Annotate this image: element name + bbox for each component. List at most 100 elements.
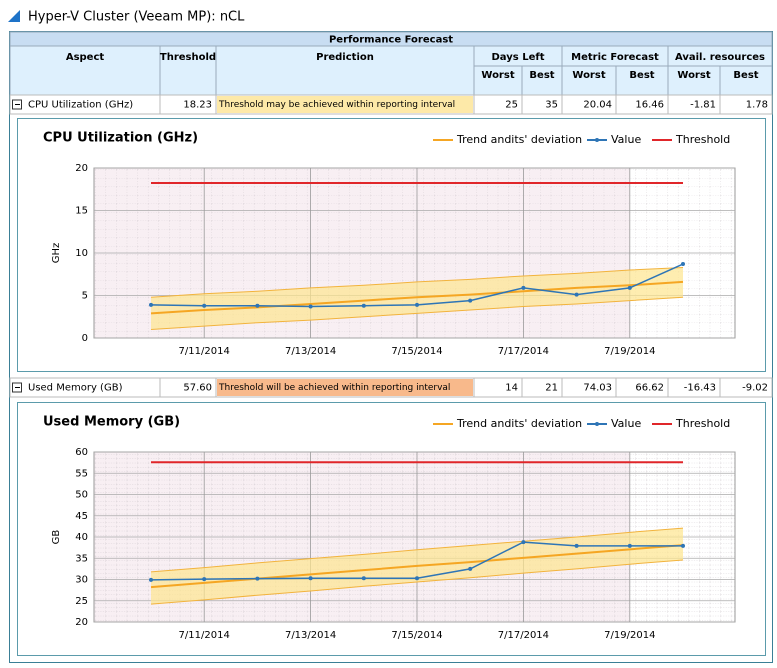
trend-line [150,544,684,589]
cell-value: 21 [545,383,558,394]
group-header: Metric Forecast [571,52,659,63]
prediction-bg [217,379,473,396]
threshold: 18.23 [183,100,212,111]
sub-header: Best [733,70,758,81]
value-point [681,262,685,267]
value-point [255,303,260,308]
value-point [468,298,473,303]
legend-label: Trend andits' deviation [456,417,582,430]
y-tick-label: 60 [75,447,88,458]
value-point [308,304,313,309]
aspect: CPU Utilization (GHz) [28,100,133,111]
page-title: Hyper-V Cluster (Veeam MP): nCL [28,10,245,25]
cell-value: -9.02 [742,383,768,394]
y-tick-label: 0 [82,333,88,344]
cell-value: 1.78 [746,100,768,111]
cell-value: 35 [545,100,558,111]
trend-line [150,280,684,315]
prediction: Threshold will be achieved within report… [218,383,450,393]
y-tick-label: 50 [75,490,88,501]
x-tick-label: 7/17/2014 [498,346,549,357]
y-tick-label: 25 [75,596,88,607]
value-point [468,566,473,571]
y-tick-label: 35 [75,553,88,564]
legend-swatch-dot [595,138,599,142]
chart-title: CPU Utilization (GHz) [43,131,198,146]
prediction-bg [217,96,473,113]
cell-value: 25 [505,100,518,111]
legend-label: Threshold [675,417,730,430]
x-tick-label: 7/19/2014 [604,630,655,641]
y-axis-label: GB [51,530,62,545]
y-tick-label: 55 [75,468,88,479]
value-point [681,543,685,548]
cell-value: -16.43 [684,383,716,394]
y-tick-label: 20 [75,617,88,628]
sub-header: Best [629,70,654,81]
value-point [202,577,207,582]
x-tick-label: 7/15/2014 [391,346,442,357]
value-point [149,577,153,582]
sub-header: Worst [572,70,605,81]
x-tick-label: 7/11/2014 [179,630,230,641]
column-header: Aspect [66,52,105,63]
value-point [574,292,579,297]
y-axis-label: GHz [51,243,62,264]
cell-value: 74.03 [583,383,612,394]
value-point [627,285,632,290]
value-point [202,303,207,308]
y-tick-label: 10 [75,248,88,259]
deviation-upper [150,266,684,298]
value-point [415,302,419,307]
sub-header: Best [529,70,554,81]
table-title: Performance Forecast [329,35,453,46]
threshold: 57.60 [183,383,212,394]
y-tick-label: 5 [82,291,88,302]
value-point [361,576,366,581]
cell-value: -1.81 [690,100,716,111]
cell-value: 14 [505,383,518,394]
y-tick-label: 30 [75,575,88,586]
cell-value: 16.46 [635,100,664,111]
deviation-lower [150,296,684,330]
sub-header: Worst [481,70,514,81]
value-point [574,543,579,548]
y-tick-label: 40 [75,532,88,543]
x-tick-label: 7/19/2014 [604,346,655,357]
y-tick-label: 15 [75,206,88,217]
x-tick-label: 7/13/2014 [285,346,336,357]
column-header: Threshold [160,52,216,63]
cell-value: 66.62 [635,383,664,394]
legend-label: Value [611,417,641,430]
value-point [627,543,632,548]
value-point [149,302,153,307]
value-point [521,285,526,290]
deviation-lower [150,559,684,605]
sub-header: Worst [677,70,710,81]
aspect: Used Memory (GB) [28,383,123,394]
value-point [361,303,366,308]
value-point [255,576,260,581]
chart-title: Used Memory (GB) [43,415,180,430]
x-tick-label: 7/17/2014 [498,630,549,641]
cell-value: 20.04 [583,100,612,111]
column-header: Prediction [316,52,374,63]
group-header: Days Left [492,52,545,63]
legend-label: Trend andits' deviation [456,133,582,146]
legend-label: Threshold [675,133,730,146]
prediction: Threshold may be achieved within reporti… [218,100,455,110]
x-tick-label: 7/13/2014 [285,630,336,641]
x-tick-label: 7/11/2014 [179,346,230,357]
y-tick-label: 45 [75,511,88,522]
group-header: Avail. resources [675,52,765,63]
deviation-band [151,267,683,330]
legend-swatch-dot [595,422,599,426]
header-bg [9,45,773,96]
y-tick-label: 20 [75,163,88,174]
x-tick-label: 7/15/2014 [391,630,442,641]
deviation-upper [150,527,684,573]
value-point [521,540,526,545]
value-point [415,576,419,581]
collapse-icon[interactable] [8,10,20,22]
